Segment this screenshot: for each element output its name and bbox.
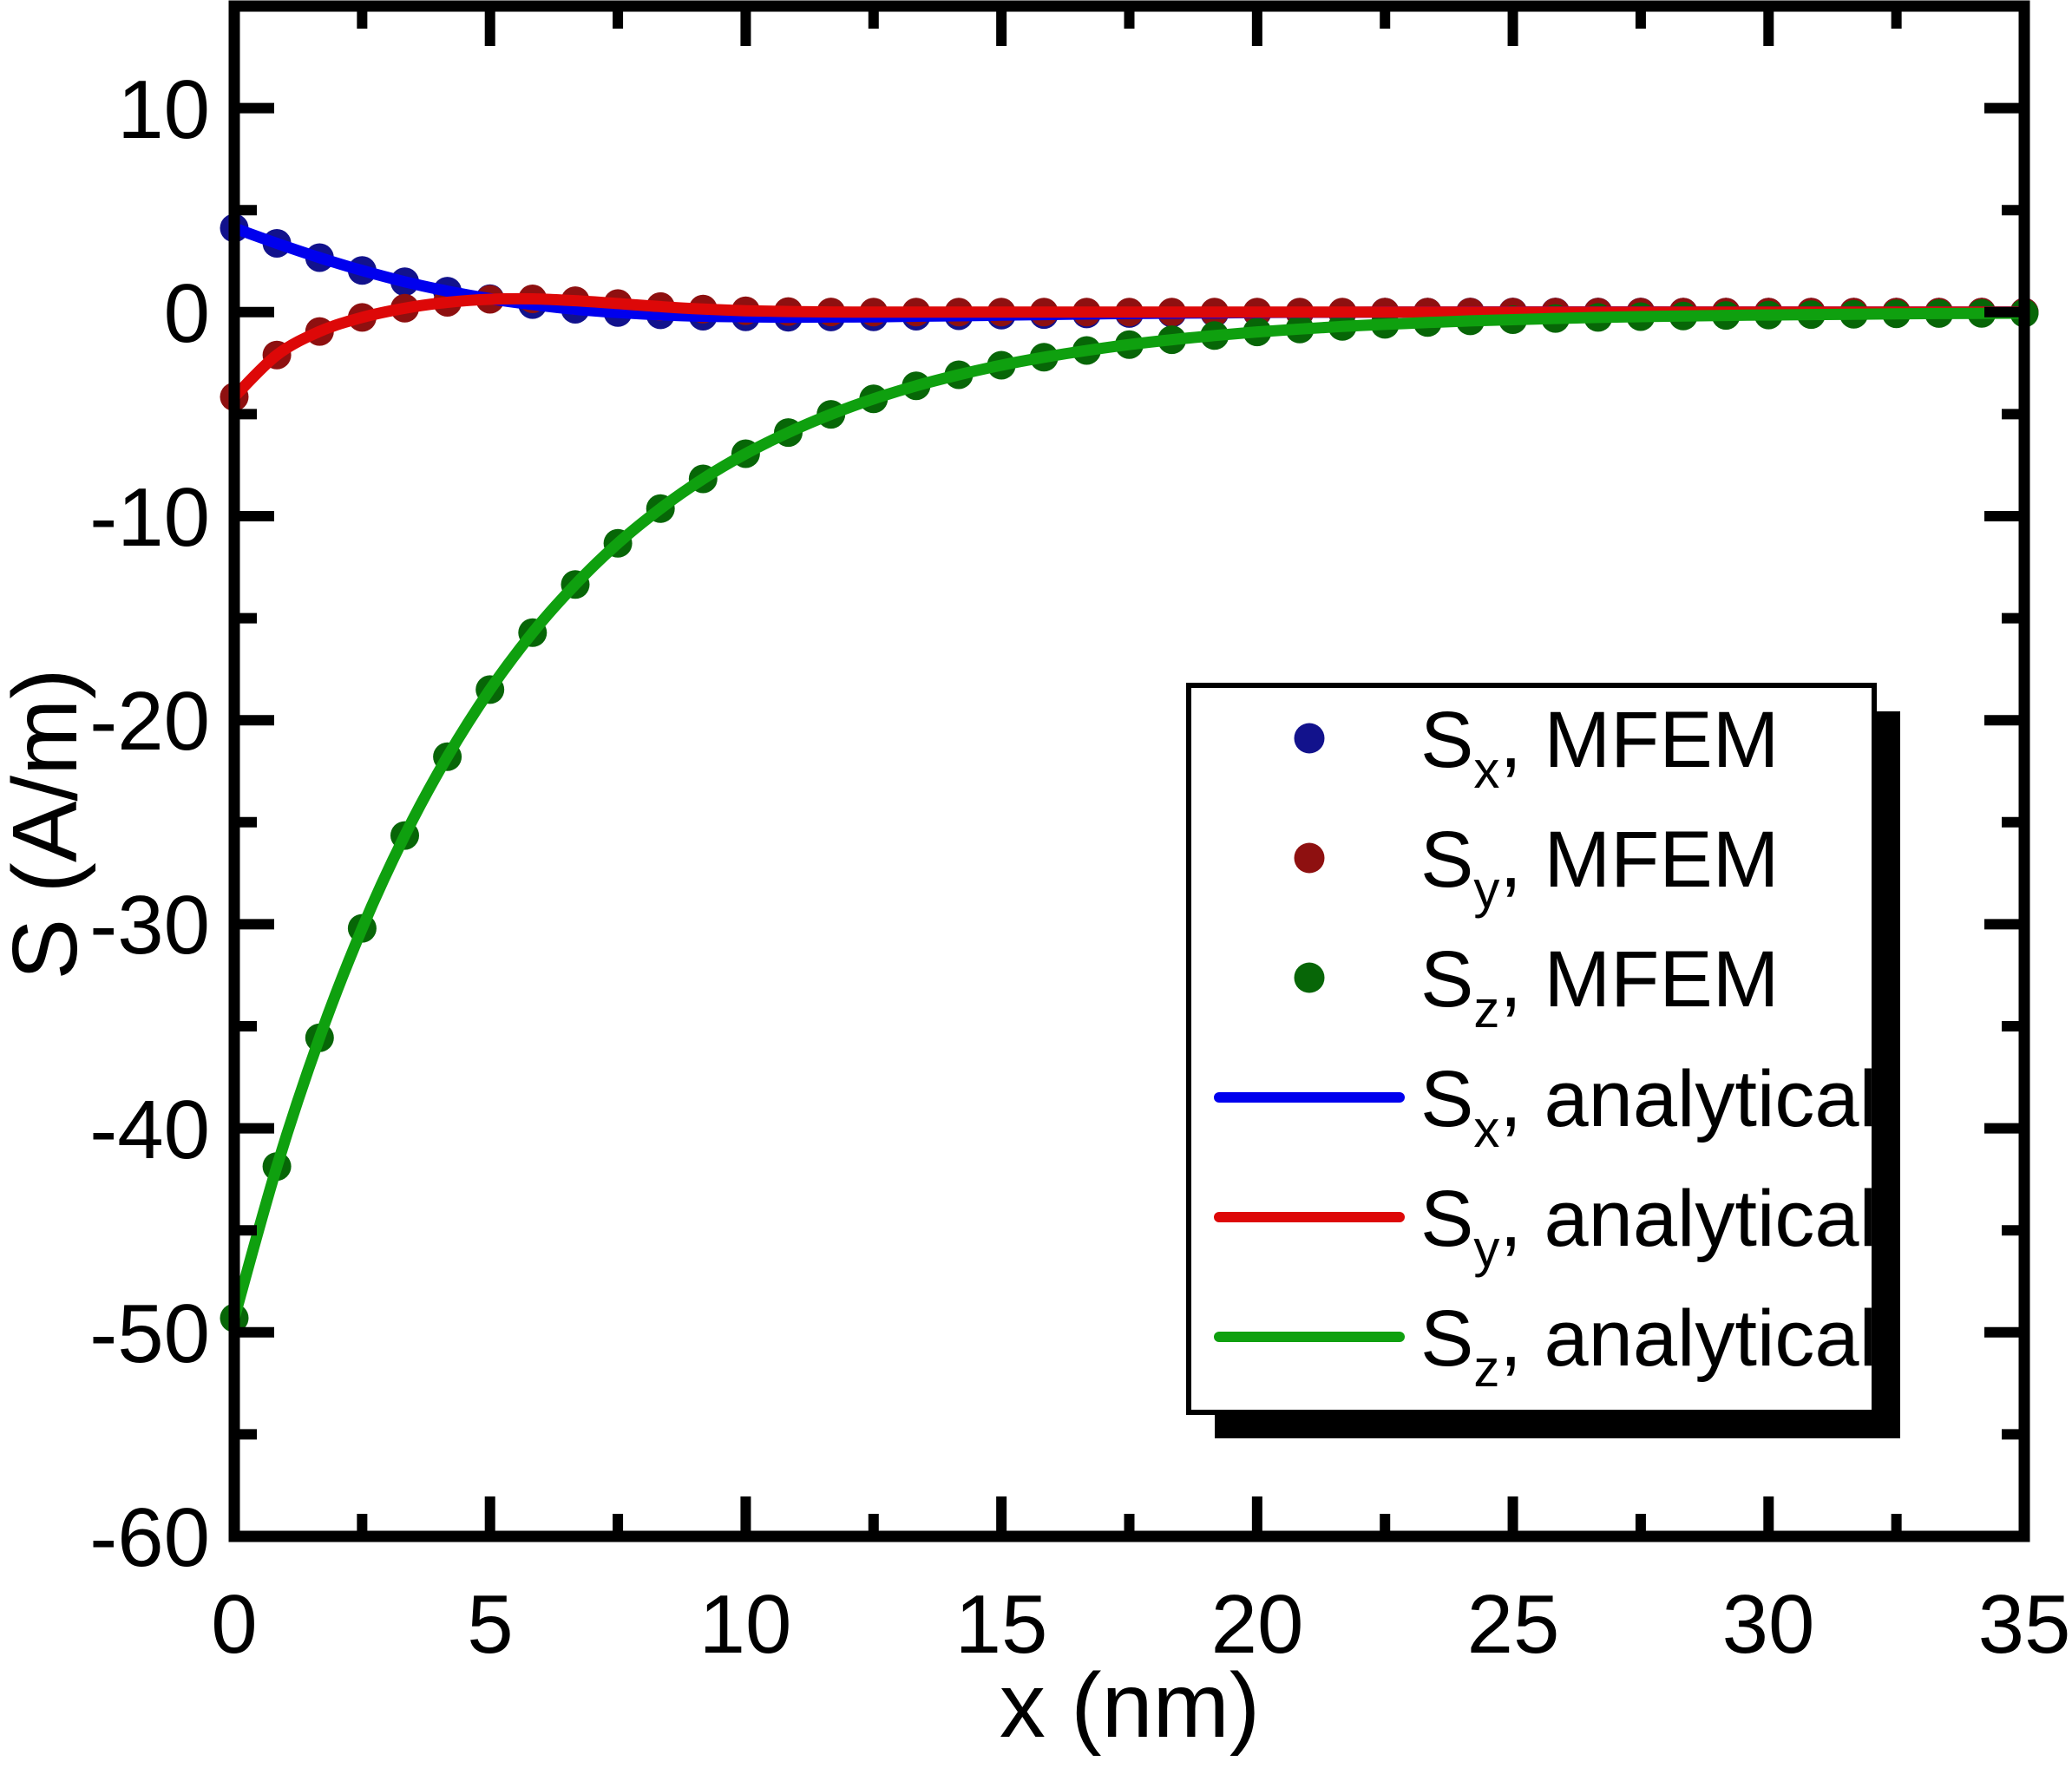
legend-item-sy-analytical: Sy, analytical xyxy=(1214,1175,1877,1278)
x-tick-label-10: 10 xyxy=(699,1578,792,1671)
legend-item-sy-mfem: Sy, MFEM xyxy=(1294,815,1779,919)
axes xyxy=(228,0,2030,1542)
legend-marker-icon xyxy=(1294,962,1325,993)
x-tick-label-0: 0 xyxy=(211,1578,257,1671)
x-tick-labels: 0 5 10 15 20 25 30 35 xyxy=(211,1578,2070,1671)
x-axis-label: x (nm) xyxy=(1000,1654,1260,1757)
x-tick-label-30: 30 xyxy=(1722,1578,1815,1671)
y-tick-label--30: -30 xyxy=(89,879,210,972)
y-tick-label-10: 10 xyxy=(117,63,210,156)
legend-marker-icon xyxy=(1294,842,1325,874)
y-tick-label--50: -50 xyxy=(89,1287,210,1380)
x-tick-label-20: 20 xyxy=(1211,1578,1304,1671)
legend-item-label: Sx, MFEM xyxy=(1420,696,1779,799)
legend-item-label: Sy, analytical xyxy=(1420,1175,1877,1278)
legend-item-label: Sy, MFEM xyxy=(1420,815,1779,919)
legend-marker-icon xyxy=(1294,723,1325,754)
y-tick-label-0: 0 xyxy=(164,267,210,360)
x-tick-label-35: 35 xyxy=(1978,1578,2071,1671)
y-tick-label--40: -40 xyxy=(89,1084,210,1176)
x-tick-label-25: 25 xyxy=(1467,1578,1560,1671)
y-axis-ticks xyxy=(234,102,2024,1542)
legend-item-label: Sz, MFEM xyxy=(1420,935,1779,1038)
series-layer xyxy=(220,213,2039,1333)
x-tick-label-5: 5 xyxy=(467,1578,513,1671)
legend-item-label: Sz, analytical xyxy=(1420,1294,1877,1398)
series-sz-analytical-line xyxy=(228,307,2030,1324)
y-tick-labels: 10 0 -10 -20 -30 -40 -50 -60 xyxy=(89,63,210,1584)
y-tick-label--20: -20 xyxy=(89,675,210,768)
legend-item-sz-mfem: Sz, MFEM xyxy=(1294,935,1779,1038)
legend-item-sz-analytical: Sz, analytical xyxy=(1214,1294,1877,1398)
y-axis-label: S (A/m) xyxy=(0,668,96,979)
legend-item-sx-analytical: Sx, analytical xyxy=(1214,1055,1877,1158)
x-axis-ticks xyxy=(229,6,2029,1536)
y-tick-label--10: -10 xyxy=(89,471,210,564)
legend: Sx, MFEM Sy, MFEM Sz, MFEM Sx, analytical Sy… xyxy=(1186,683,1900,1438)
legend-box xyxy=(1186,683,1877,1415)
x-tick-label-15: 15 xyxy=(955,1578,1048,1671)
legend-item-label: Sx, analytical xyxy=(1420,1055,1877,1158)
legend-item-sx-mfem: Sx, MFEM xyxy=(1294,696,1779,799)
y-tick-label--60: -60 xyxy=(89,1491,210,1584)
